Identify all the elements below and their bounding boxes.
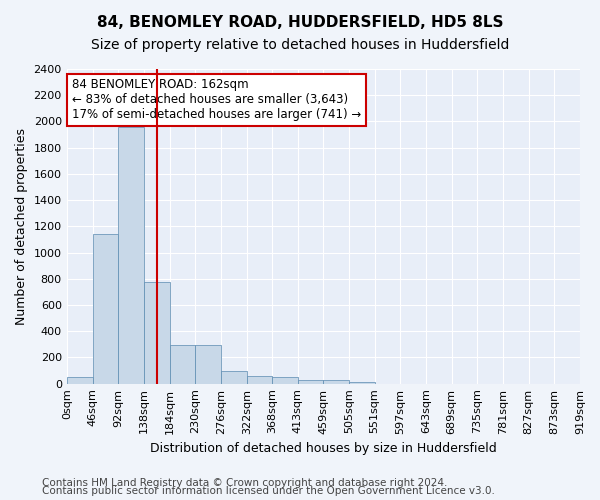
Bar: [170, 345, 196, 384]
Bar: [144, 282, 170, 384]
Text: Contains HM Land Registry data © Crown copyright and database right 2024.: Contains HM Land Registry data © Crown c…: [42, 478, 448, 488]
Bar: [221, 371, 247, 384]
Bar: [67, 377, 92, 384]
Text: 84 BENOMLEY ROAD: 162sqm
← 83% of detached houses are smaller (3,643)
17% of sem: 84 BENOMLEY ROAD: 162sqm ← 83% of detach…: [72, 78, 361, 122]
Text: Size of property relative to detached houses in Huddersfield: Size of property relative to detached ho…: [91, 38, 509, 52]
Text: Contains public sector information licensed under the Open Government Licence v3: Contains public sector information licen…: [42, 486, 495, 496]
Y-axis label: Number of detached properties: Number of detached properties: [15, 128, 28, 325]
Bar: [92, 234, 118, 384]
Bar: [118, 126, 144, 384]
Bar: [323, 380, 349, 384]
Bar: [272, 377, 298, 384]
Bar: [196, 345, 221, 384]
Bar: [247, 376, 272, 384]
Bar: [298, 380, 323, 384]
Bar: [349, 382, 374, 384]
Text: 84, BENOMLEY ROAD, HUDDERSFIELD, HD5 8LS: 84, BENOMLEY ROAD, HUDDERSFIELD, HD5 8LS: [97, 15, 503, 30]
X-axis label: Distribution of detached houses by size in Huddersfield: Distribution of detached houses by size …: [150, 442, 497, 455]
